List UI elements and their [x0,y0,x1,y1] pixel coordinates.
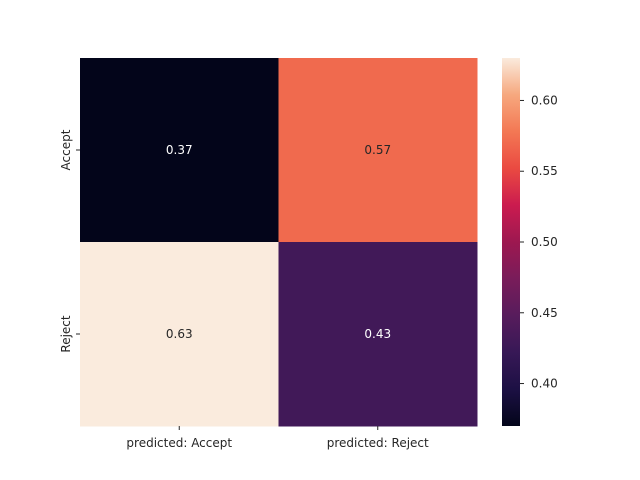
heatmap-cell [278,242,478,427]
cell-value-label: 0.57 [364,143,391,157]
y-tick-label: Accept [59,129,73,170]
heatmap-cell [278,58,478,243]
cell-value-label: 0.37 [166,143,193,157]
cell-value-label: 0.63 [166,327,193,341]
heatmap-cell [80,242,279,427]
colorbar-tick-label: 0.60 [531,93,558,107]
y-tick-label: Reject [59,315,73,352]
heatmap-cell [80,58,279,243]
colorbar: 0.40 0.45 0.50 0.55 0.60 [502,58,558,426]
colorbar-gradient [502,58,520,426]
colorbar-tick-label: 0.40 [531,377,558,391]
x-axis: predicted: Accept predicted: Reject [126,426,429,450]
x-tick-label: predicted: Accept [126,436,232,450]
colorbar-tick-label: 0.50 [531,235,558,249]
x-tick-label: predicted: Reject [327,436,429,450]
colorbar-tick-label: 0.45 [531,306,558,320]
colorbar-tick-label: 0.55 [531,164,558,178]
cell-value-label: 0.43 [364,327,391,341]
heatmap-cells [80,58,478,427]
y-axis: Accept Reject [59,129,80,353]
heatmap-cell-labels: 0.37 0.57 0.63 0.43 [166,143,391,341]
